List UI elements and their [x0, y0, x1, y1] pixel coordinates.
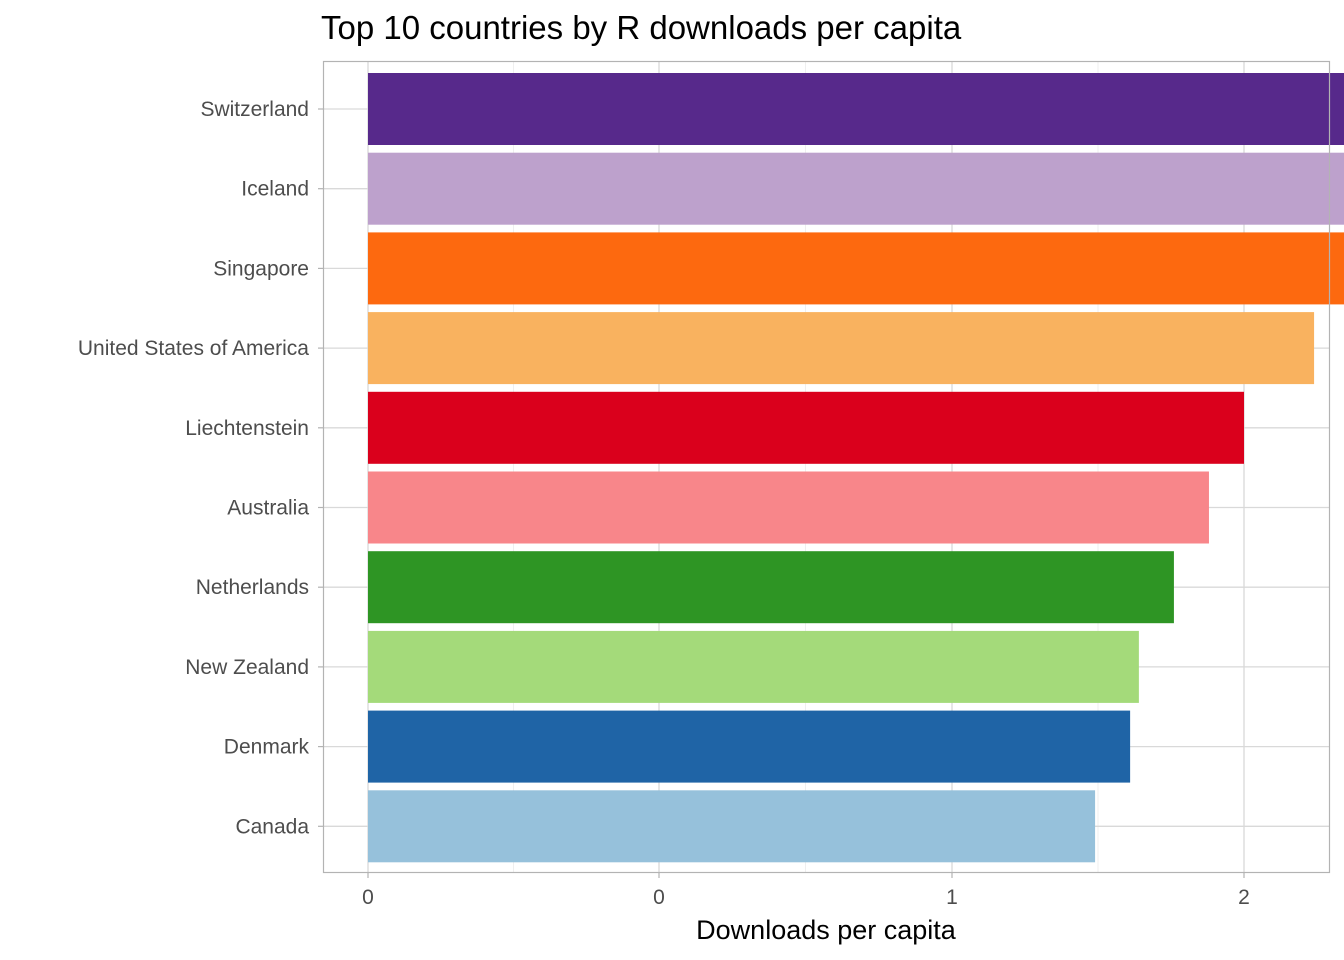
bar-denmark	[368, 710, 1131, 783]
bar-new-zealand	[368, 630, 1139, 703]
category-label: Switzerland	[200, 98, 309, 121]
bar-australia	[368, 471, 1209, 544]
x-tick-label: 2	[1238, 886, 1250, 909]
bar-united-states-of-america	[368, 312, 1315, 385]
x-tick-label: 0	[653, 886, 665, 909]
bar-canada	[368, 790, 1096, 863]
category-label: Australia	[227, 497, 309, 520]
category-labels: Switzerland Iceland Singapore United States…	[78, 98, 324, 838]
category-label: Canada	[235, 815, 309, 838]
bar-switzerland	[368, 73, 1344, 145]
bar-liechtenstein	[368, 391, 1244, 464]
category-label: United States of America	[78, 337, 309, 360]
category-label: Denmark	[224, 736, 310, 759]
category-label: Netherlands	[196, 576, 309, 599]
bar-netherlands	[368, 551, 1174, 624]
x-axis-title: Downloads per capita	[696, 915, 957, 945]
category-label: New Zealand	[185, 656, 309, 679]
bars	[368, 73, 1344, 863]
category-label: Iceland	[241, 178, 309, 201]
bar-singapore	[368, 232, 1344, 305]
x-tick-label: 1	[946, 886, 958, 909]
category-label: Singapore	[213, 257, 309, 280]
chart-title: Top 10 countries by R downloads per capi…	[321, 9, 962, 46]
panel-border	[322, 60, 1331, 874]
bar-iceland	[368, 152, 1344, 225]
x-tick-label: 0	[362, 886, 374, 909]
x-axis-ticks: 0 0 1 2	[362, 872, 1250, 909]
category-label: Liechtenstein	[185, 417, 309, 440]
